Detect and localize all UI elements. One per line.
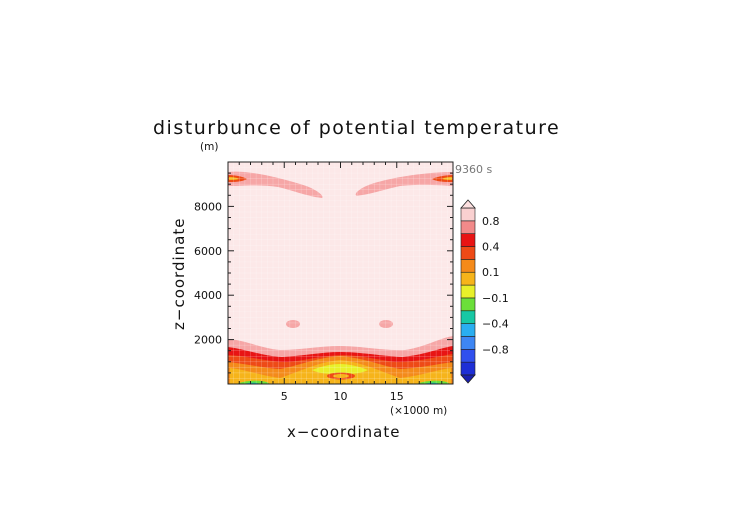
colorbar-bottom-arrow: [460, 374, 476, 384]
field-top-band-right: [355, 172, 453, 196]
x-tick-label: 10: [334, 390, 348, 403]
field-blob-right: [379, 320, 393, 328]
colorbar-tick-label: 0.1: [482, 266, 500, 279]
y-axis: 2000 4000 6000 8000: [194, 172, 453, 374]
colorbar-segment: [460, 220, 476, 234]
y-unit-label: (m): [200, 141, 218, 153]
x-axis: 5 10 15: [238, 162, 443, 403]
colorbar-segment: [460, 323, 476, 337]
y-tick-label: 4000: [194, 289, 222, 302]
x-tick-label: 15: [390, 390, 404, 403]
grid-overlay: [228, 162, 453, 384]
colorbar-segment: [460, 297, 476, 312]
chart-title: disturbunce of potential temperature: [153, 117, 560, 139]
field-blob-left: [286, 320, 300, 328]
x-axis-label: x−coordinate: [287, 423, 400, 441]
plot-area: [227, 161, 454, 385]
colorbar-tick-label: −0.4: [482, 318, 509, 331]
y-tick-label: 2000: [194, 334, 222, 347]
field-top-yellow-right: [442, 177, 452, 180]
field-lower-yellow-center: [312, 364, 368, 374]
colorbar-segment: [460, 246, 476, 260]
colorbar-tick-label: −0.1: [482, 292, 509, 305]
field-top-band: [228, 171, 323, 198]
colorbar-segment: [460, 259, 476, 273]
colorbar-segment: [460, 271, 476, 286]
colorbar-tick-label: 0.8: [482, 215, 500, 228]
y-axis-label: z−coordinate: [170, 218, 188, 330]
time-label: 9360 s: [455, 163, 492, 176]
colorbar-tick-label: −0.8: [482, 343, 509, 356]
field-top-red-right: [432, 175, 453, 182]
field-top-yellow-left: [229, 177, 239, 180]
colorbar-segment: [460, 336, 476, 350]
y-tick-label: 8000: [194, 200, 222, 213]
colorbar-segment: [460, 284, 476, 299]
colorbar-segment: [460, 310, 476, 324]
x-unit-label: (×1000 m): [390, 405, 447, 417]
colorbar-segment: [460, 349, 476, 363]
field-lower-core-inner: [333, 374, 349, 378]
colorbar-segment: [460, 207, 476, 222]
colorbar-segment: [460, 233, 476, 247]
colorbar-tick-label: 0.4: [482, 241, 500, 254]
y-tick-label: 6000: [194, 245, 222, 258]
colorbar: 0.8 0.4 0.1 −0.1 −0.4 −0.8: [460, 199, 509, 384]
colorbar-top-arrow: [460, 199, 476, 209]
x-tick-label: 5: [281, 390, 288, 403]
colorbar-segment: [460, 361, 476, 376]
